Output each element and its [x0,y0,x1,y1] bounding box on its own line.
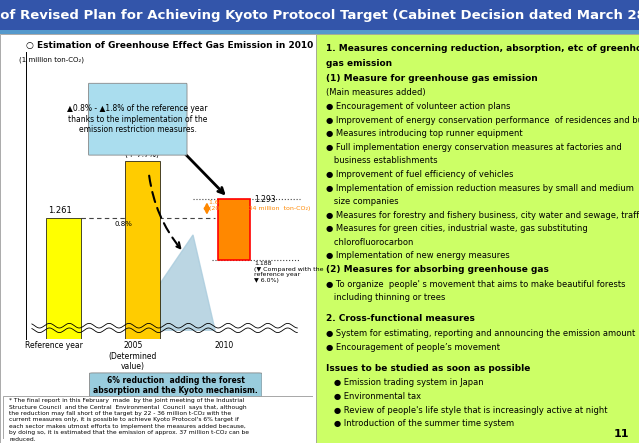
Text: 11: 11 [614,429,629,439]
Text: ● Measures introducing top runner equipment: ● Measures introducing top runner equipm… [326,129,523,138]
Text: 2005
(Determined
value): 2005 (Determined value) [109,341,157,371]
Text: gas emission: gas emission [326,59,392,68]
Text: ▲0.8% - ▲1.8% of the reference year
thanks to the implementation of the
emission: ▲0.8% - ▲1.8% of the reference year than… [68,104,208,134]
Polygon shape [128,235,215,330]
Text: (1) Measure for greenhouse gas emission: (1) Measure for greenhouse gas emission [326,74,538,83]
Bar [125,161,160,339]
Text: ○ Estimation of Greenhouse Effect Gas Emission in 2010: ○ Estimation of Greenhouse Effect Gas Em… [26,40,313,50]
Text: ● Introduction of the summer time system: ● Introduction of the summer time system [326,419,514,428]
Text: (Main measures added): (Main measures added) [326,89,426,97]
Bar [219,199,250,260]
Text: 1.6 - 2.7%
(20 million - 34 million  ton-CO₂): 1.6 - 2.7% (20 million - 34 million ton-… [210,200,311,211]
Text: 2. Cross-functional measures: 2. Cross-functional measures [326,315,475,323]
Text: 1. Measures concerning reduction, absorption, etc of greenhouse: 1. Measures concerning reduction, absorp… [326,44,639,53]
FancyBboxPatch shape [89,373,262,398]
Text: ● Improvement of energy conservation performance  of residences and buildings: ● Improvement of energy conservation per… [326,116,639,124]
Text: ● Measures for green cities, industrial waste, gas substituting: ● Measures for green cities, industrial … [326,224,588,233]
Text: 1.261: 1.261 [49,206,72,215]
Text: ● To organize  people' s movement that aims to make beautiful forests: ● To organize people' s movement that ai… [326,280,626,289]
Text: ● Implementation of new energy measures: ● Implementation of new energy measures [326,252,510,260]
Text: ● Environmental tax: ● Environmental tax [326,392,421,401]
FancyBboxPatch shape [88,83,187,155]
Text: size companies: size companies [326,197,399,206]
Text: 6% reduction  adding the forest
absorption and the Kyoto mechanism.: 6% reduction adding the forest absorptio… [93,376,258,395]
Text: Outline of Revised Plan for Achieving Kyoto Protocol Target (Cabinet Decision da: Outline of Revised Plan for Achieving Ky… [0,8,639,22]
Text: ● Full implementation energy conservation measures at factories and: ● Full implementation energy conservatio… [326,143,622,152]
Text: 2010: 2010 [215,341,235,350]
Text: ● Emission trading system in Japan: ● Emission trading system in Japan [326,378,484,387]
Text: chlorofluorocarbon: chlorofluorocarbon [326,238,413,247]
Text: ● Measures for forestry and fishery business, city water and sewage, traffic, et: ● Measures for forestry and fishery busi… [326,211,639,220]
Text: ● System for estimating, reporting and announcing the emission amount: ● System for estimating, reporting and a… [326,329,635,338]
Text: 1.188
(▼ Compared with the
reference year
▼ 6.0%): 1.188 (▼ Compared with the reference yea… [254,261,324,283]
Text: (2) Measures for absorbing greenhouse gas: (2) Measures for absorbing greenhouse ga… [326,265,549,274]
Text: including thinning or trees: including thinning or trees [326,293,445,303]
Text: business establishments: business establishments [326,156,438,165]
Text: 1.359
(+ 7.7%): 1.359 (+ 7.7%) [125,139,160,159]
Text: ● Encouragement of people’s movement: ● Encouragement of people’s movement [326,343,500,352]
Text: (1 million ton-CO₂): (1 million ton-CO₂) [19,56,84,62]
Text: Reference year: Reference year [25,341,83,350]
Text: 0.8%: 0.8% [114,221,132,226]
Text: ● Review of people's life style that is increasingly active at night: ● Review of people's life style that is … [326,405,608,415]
Bar [46,218,81,339]
Text: 1.293: 1.293 [254,195,276,204]
Text: ● Improvement of fuel efficiency of vehicles: ● Improvement of fuel efficiency of vehi… [326,170,514,179]
Text: Issues to be studied as soon as possible: Issues to be studied as soon as possible [326,364,530,373]
Text: ● Encouragement of volunteer action plans: ● Encouragement of volunteer action plan… [326,102,511,111]
Text: ● Implementation of emission reduction measures by small and medium: ● Implementation of emission reduction m… [326,183,634,193]
Text: * The final report in this February  made  by the joint meeting of the Industria: * The final report in this February made… [10,398,249,442]
